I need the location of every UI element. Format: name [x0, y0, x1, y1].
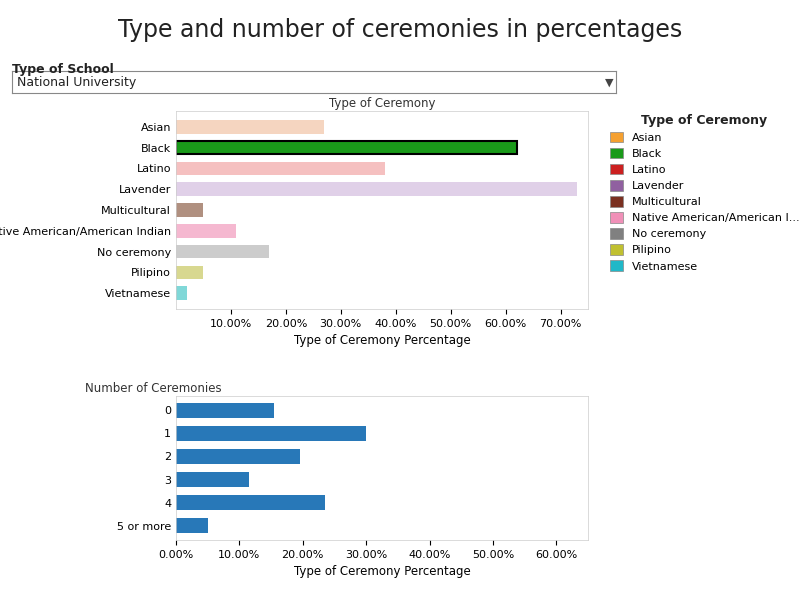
- Text: ▼: ▼: [605, 77, 613, 88]
- Bar: [176, 286, 187, 300]
- Text: National University: National University: [17, 76, 136, 89]
- Bar: [176, 426, 366, 441]
- Legend: Asian, Black, Latino, Lavender, Multicultural, Native American/American I..., No: Asian, Black, Latino, Lavender, Multicul…: [610, 113, 799, 272]
- Bar: [176, 203, 203, 217]
- Title: Type of Ceremony: Type of Ceremony: [329, 97, 435, 110]
- Bar: [176, 472, 249, 487]
- Bar: [176, 495, 325, 510]
- X-axis label: Type of Ceremony Percentage: Type of Ceremony Percentage: [294, 334, 470, 347]
- Bar: [176, 224, 237, 238]
- Bar: [176, 449, 300, 464]
- Bar: [176, 266, 203, 279]
- Text: Type and number of ceremonies in percentages: Type and number of ceremonies in percent…: [118, 18, 682, 42]
- Bar: [176, 245, 270, 259]
- Text: Number of Ceremonies: Number of Ceremonies: [86, 382, 222, 395]
- Bar: [176, 120, 324, 134]
- Bar: [176, 182, 577, 196]
- Bar: [176, 518, 208, 533]
- Bar: [176, 141, 517, 154]
- Bar: [176, 161, 385, 175]
- X-axis label: Type of Ceremony Percentage: Type of Ceremony Percentage: [294, 565, 470, 578]
- Bar: [176, 403, 274, 418]
- Text: Type of School: Type of School: [12, 63, 114, 76]
